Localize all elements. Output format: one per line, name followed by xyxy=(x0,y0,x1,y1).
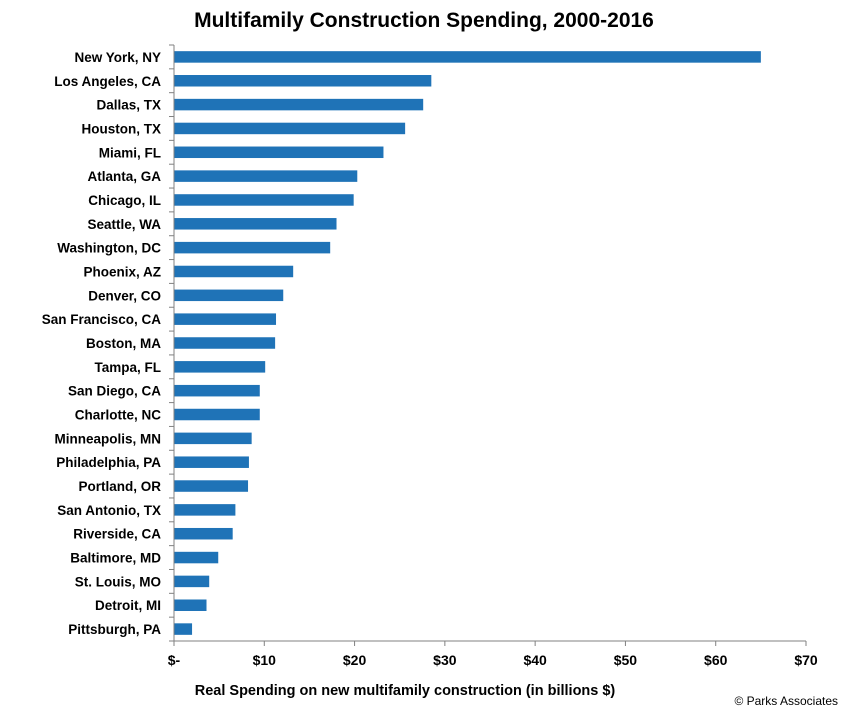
category-label: San Antonio, TX xyxy=(57,503,161,518)
category-label: Phoenix, AZ xyxy=(83,264,161,279)
bar xyxy=(174,599,207,611)
bar xyxy=(174,265,294,278)
bar xyxy=(174,313,277,325)
axes xyxy=(169,44,807,646)
bar xyxy=(174,170,358,182)
bar xyxy=(174,98,424,111)
x-tick-label: $70 xyxy=(794,652,818,668)
x-tick-label: $20 xyxy=(343,652,367,668)
category-label: New York, NY xyxy=(74,50,161,65)
x-tick-label: $- xyxy=(168,652,181,668)
category-label: Boston, MA xyxy=(86,336,161,351)
x-tick-label: $10 xyxy=(253,652,277,668)
x-tick-label: $40 xyxy=(523,652,547,668)
category-label: Tampa, FL xyxy=(94,360,161,375)
category-label: Philadelphia, PA xyxy=(56,455,161,470)
bar xyxy=(174,623,193,635)
category-label: Charlotte, NC xyxy=(75,408,162,423)
category-label: San Francisco, CA xyxy=(42,312,162,327)
x-axis-label: Real Spending on new multifamily constru… xyxy=(195,683,616,699)
x-tick-labels: $- $10 $20 $30 $40 $50 $60 $70 xyxy=(168,652,818,668)
category-label: Los Angeles, CA xyxy=(54,74,161,89)
x-tick-label: $50 xyxy=(614,652,638,668)
bar xyxy=(174,480,249,492)
chart-title: Multifamily Construction Spending, 2000-… xyxy=(194,9,654,32)
bar xyxy=(174,122,406,135)
bar xyxy=(174,575,210,588)
bar xyxy=(174,504,236,516)
category-label: Portland, OR xyxy=(78,479,161,494)
category-label: Pittsburgh, PA xyxy=(68,622,161,637)
bar xyxy=(174,384,260,397)
bar xyxy=(174,218,337,230)
bar xyxy=(174,408,260,421)
bar xyxy=(174,432,252,445)
category-label: Baltimore, MD xyxy=(70,551,161,566)
bar xyxy=(174,289,284,302)
bar xyxy=(174,456,249,468)
bar xyxy=(174,527,233,540)
credit-text: © Parks Associates xyxy=(734,694,838,708)
category-label: Minneapolis, MN xyxy=(54,431,161,446)
bars-group xyxy=(174,51,761,635)
category-label: Miami, FL xyxy=(99,145,161,160)
category-label: San Diego, CA xyxy=(68,384,161,399)
bar xyxy=(174,337,276,349)
category-label: Detroit, MI xyxy=(95,598,161,613)
bar xyxy=(174,551,219,564)
bar xyxy=(174,146,384,159)
bar xyxy=(174,194,354,206)
bar xyxy=(174,75,432,87)
category-label: Dallas, TX xyxy=(96,98,161,113)
x-tick-label: $30 xyxy=(433,652,457,668)
category-label: Seattle, WA xyxy=(87,217,161,232)
category-label: Chicago, IL xyxy=(88,193,161,208)
category-label: Houston, TX xyxy=(82,121,162,136)
bar xyxy=(174,361,266,373)
bar xyxy=(174,241,331,254)
category-label: Washington, DC xyxy=(57,241,161,256)
x-tick-label: $60 xyxy=(704,652,728,668)
category-label: Riverside, CA xyxy=(73,527,161,542)
category-label: Atlanta, GA xyxy=(87,169,161,184)
category-label: Denver, CO xyxy=(88,288,161,303)
category-label: St. Louis, MO xyxy=(75,574,161,589)
category-labels: New York, NY Los Angeles, CA Dallas, TX Hou… xyxy=(42,50,162,637)
bar xyxy=(174,51,761,63)
